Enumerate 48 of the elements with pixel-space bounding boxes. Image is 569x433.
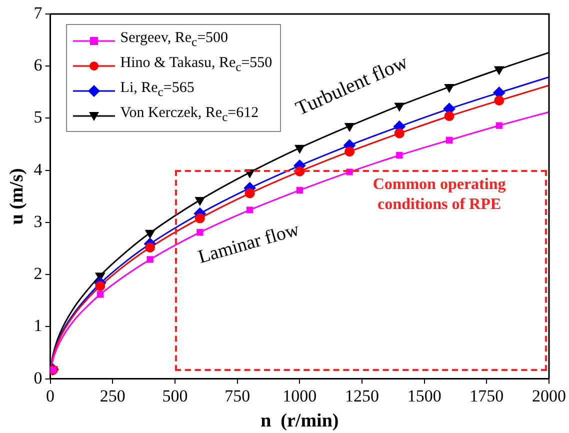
point <box>296 186 303 194</box>
x-tick-label: 1500 <box>407 386 442 406</box>
x-axis-title: n (r/min) <box>260 410 339 432</box>
point <box>95 281 106 292</box>
point <box>446 136 453 144</box>
y-tick-label: 0 <box>34 368 42 388</box>
y-tick-label: 4 <box>34 160 43 179</box>
point <box>146 256 154 263</box>
point <box>394 102 404 112</box>
point <box>196 229 204 236</box>
point <box>344 123 354 132</box>
point <box>96 291 104 298</box>
point <box>494 66 504 75</box>
point <box>244 188 255 198</box>
point <box>344 146 355 157</box>
point <box>496 122 502 129</box>
x-tick-label: 250 <box>100 386 126 406</box>
y-tick-label: 5 <box>34 108 42 127</box>
point <box>294 144 304 154</box>
y-tick-label: 3 <box>34 212 42 231</box>
x-tick-label: 1000 <box>282 386 317 406</box>
point <box>145 230 155 238</box>
y-tick-label: 7 <box>34 3 43 22</box>
y-tick-label: 2 <box>34 264 42 284</box>
annotation: Common operating conditions of RPE <box>372 174 507 215</box>
legend-label: Hino & Takasu, Re$_{c}$=550 <box>120 54 272 76</box>
x-tick-label: 1750 <box>470 386 504 406</box>
y-tick-label: 1 <box>34 316 42 336</box>
point <box>194 213 205 224</box>
x-tick-label: 750 <box>224 386 250 406</box>
point <box>396 152 403 159</box>
point <box>444 111 454 122</box>
x-tick-label: 1250 <box>344 386 379 406</box>
point <box>145 242 156 252</box>
point <box>444 84 454 92</box>
annotation: Laminar flow <box>196 220 302 270</box>
point <box>494 96 504 106</box>
point <box>394 128 404 138</box>
point <box>246 206 254 214</box>
point <box>195 197 205 206</box>
x-tick-label: 2000 <box>532 386 566 406</box>
legend-label: Von Kerczek, Re$_{c}$=612 <box>120 104 259 126</box>
legend-label: Sergeev, Re$_{c}$=500 <box>120 29 228 51</box>
y-axis-title: u (m/s) <box>6 168 28 225</box>
legend-label: Li, Re$_{c}$=565 <box>120 79 194 101</box>
x-tick-label: 500 <box>162 386 188 406</box>
y-tick-label: 6 <box>34 56 42 75</box>
x-tick-label: 0 <box>46 386 55 406</box>
